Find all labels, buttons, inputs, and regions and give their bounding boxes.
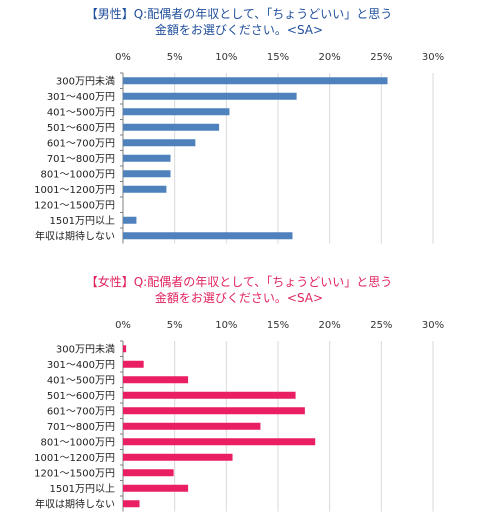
female-bar xyxy=(123,407,305,415)
female-category-label: 1001～1200万円 xyxy=(34,453,115,464)
male-category-label: 300万円未満 xyxy=(56,75,115,87)
female-category-label: 300万円未満 xyxy=(56,343,115,355)
female-x-tick-label: 20% xyxy=(319,320,341,331)
female-category-label: 601～700万円 xyxy=(47,406,115,417)
male-bar xyxy=(123,92,297,100)
male-bar xyxy=(123,154,171,162)
male-bar xyxy=(123,123,220,131)
male-bar xyxy=(123,216,137,224)
female-category-label: 1501万円以上 xyxy=(50,483,115,495)
male-category-label: 1001～1200万円 xyxy=(34,185,115,196)
female-category-label: 801～1000万円 xyxy=(40,437,115,448)
male-category-label: 年収は期待しない xyxy=(35,229,115,242)
male-x-tick-label: 20% xyxy=(319,52,341,63)
male-x-tick-label: 10% xyxy=(215,52,237,63)
female-bar xyxy=(123,360,144,368)
female-bar xyxy=(123,484,189,492)
male-category-label: 601～700万円 xyxy=(47,138,115,149)
female-category-label: 1201～1500万円 xyxy=(34,468,115,479)
male-chart: 【男性】Q:配偶者の年収として、「ちょうどいい」と思う 金額をお選びください。<… xyxy=(0,0,478,262)
female-category-label: 401～500万円 xyxy=(47,375,115,386)
female-bar-chart: 0% 5% 10% 15% 20% 25% 30% 300万円未満 301～400万円 401～5… xyxy=(34,320,444,512)
female-bar xyxy=(123,422,261,430)
male-x-tick-label: 15% xyxy=(267,52,289,63)
male-category-label: 801～1000万円 xyxy=(40,169,115,180)
male-title-question: Q:配偶者の年収として、「ちょうどいい」と思う xyxy=(133,7,393,21)
male-category-label: 301～400万円 xyxy=(47,92,115,103)
female-chart: 【女性】Q:配偶者の年収として、「ちょうどいい」と思う 金額をお選びください。<… xyxy=(0,268,478,530)
male-category-label: 1501万円以上 xyxy=(50,215,115,227)
male-chart-title: 【男性】Q:配偶者の年収として、「ちょうどいい」と思う 金額をお選びください。<… xyxy=(0,6,478,38)
female-title-line2: 金額をお選びください。<SA> xyxy=(154,291,324,305)
male-x-tick-label: 25% xyxy=(370,52,392,63)
male-category-label: 1201～1500万円 xyxy=(34,200,115,211)
female-bar xyxy=(123,453,233,461)
female-x-tick-label: 10% xyxy=(215,320,237,331)
male-bar xyxy=(123,139,196,147)
female-category-label: 501～600万円 xyxy=(47,391,115,402)
male-bar xyxy=(123,77,388,85)
female-bar xyxy=(123,391,296,399)
female-title-tag: 【女性】 xyxy=(85,275,134,289)
male-title-line1: 【男性】Q:配偶者の年収として、「ちょうどいい」と思う xyxy=(0,6,478,22)
male-bar xyxy=(123,185,167,193)
male-bar xyxy=(123,108,230,116)
male-x-tick-label: 0% xyxy=(115,52,131,63)
male-category-label: 501～600万円 xyxy=(47,123,115,134)
male-x-tick-label: 5% xyxy=(167,52,183,63)
female-bar xyxy=(123,469,174,477)
female-x-tick-label: 30% xyxy=(422,320,444,331)
female-x-tick-label: 15% xyxy=(267,320,289,331)
male-category-label: 701～800万円 xyxy=(47,154,115,165)
female-bar xyxy=(123,438,316,446)
female-chart-title: 【女性】Q:配偶者の年収として、「ちょうどいい」と思う 金額をお選びください。<… xyxy=(0,274,478,306)
male-title-tag: 【男性】 xyxy=(85,7,134,21)
female-title-line1: 【女性】Q:配偶者の年収として、「ちょうどいい」と思う xyxy=(0,274,478,290)
female-category-label: 年収は期待しない xyxy=(35,497,115,510)
female-category-label: 301～400万円 xyxy=(47,360,115,371)
male-bar xyxy=(123,232,293,240)
male-title-line2: 金額をお選びください。<SA> xyxy=(154,23,324,37)
female-x-tick-label: 0% xyxy=(115,320,131,331)
male-category-label: 401～500万円 xyxy=(47,107,115,118)
female-title-question: Q:配偶者の年収として、「ちょうどいい」と思う xyxy=(133,275,393,289)
female-bar xyxy=(123,345,127,353)
female-bar xyxy=(123,376,189,384)
male-x-tick-label: 30% xyxy=(422,52,444,63)
female-bar xyxy=(123,500,140,508)
male-bar xyxy=(123,170,171,178)
male-bar-chart: 0% 5% 10% 15% 20% 25% 30% 300万円未満 301～400万円 401～5… xyxy=(34,52,444,244)
female-category-label: 701～800万円 xyxy=(47,422,115,433)
female-x-tick-label: 5% xyxy=(167,320,183,331)
female-x-tick-label: 25% xyxy=(370,320,392,331)
